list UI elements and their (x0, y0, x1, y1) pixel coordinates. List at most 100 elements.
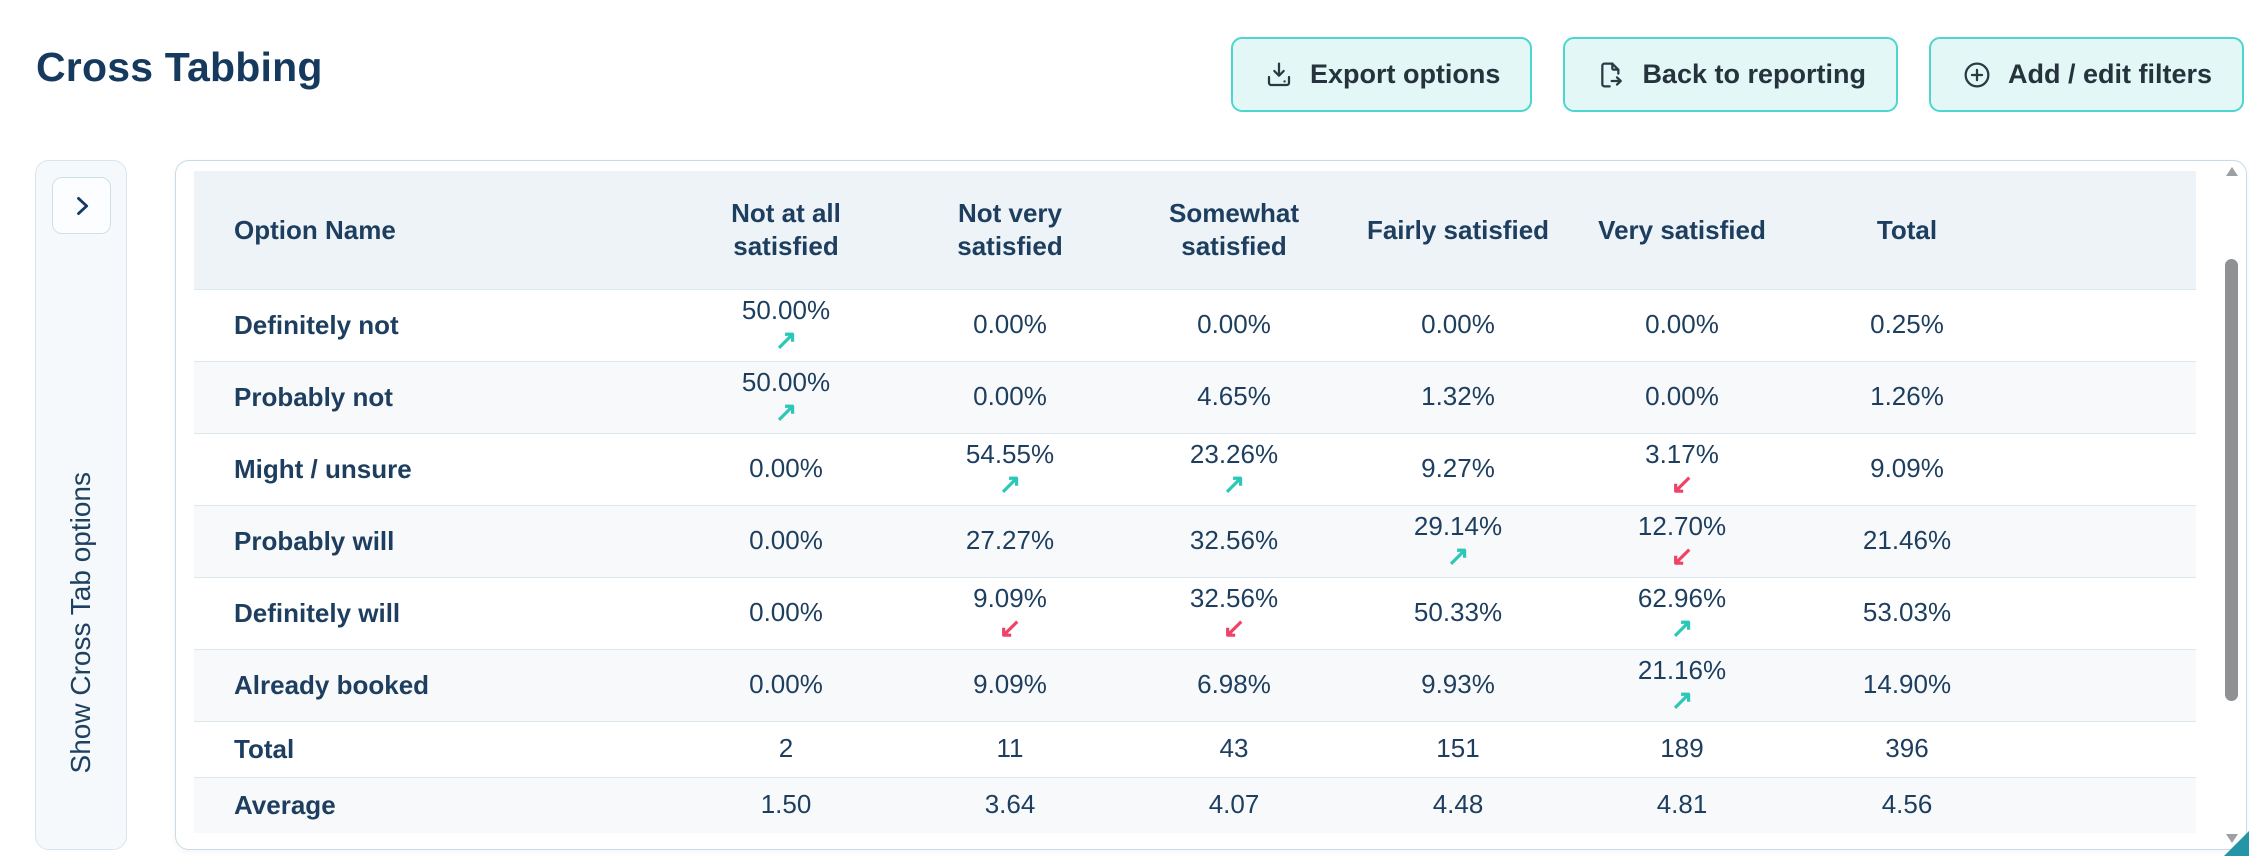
cell-value: 21.46% (1862, 525, 1952, 556)
cell: 0.00% (1346, 289, 1570, 361)
cell: 0.00% (898, 361, 1122, 433)
cell-value: 0.00% (1197, 309, 1271, 340)
cell-value: 9.09% (973, 583, 1047, 614)
cell: 0.00% (674, 649, 898, 721)
cell: 0.00% (674, 505, 898, 577)
cell-value: 4.48 (1432, 789, 1484, 820)
table-header-row: Option Name Not at all satisfied Not very … (194, 171, 2196, 289)
cell-value: 54.55% (965, 439, 1055, 470)
cell: 0.00% (1570, 361, 1794, 433)
trend-up-icon: ↗ (998, 468, 1022, 499)
column-header: Option Name (234, 214, 396, 245)
column-header: Not at all satisfied (731, 198, 841, 261)
cell-value: 21.16% (1637, 655, 1727, 686)
cell: 0.00% (1122, 289, 1346, 361)
row-label: Already booked (234, 669, 430, 700)
cell: 151 (1346, 721, 1570, 777)
trend-up-icon: ↗ (1670, 612, 1694, 643)
add-edit-filters-label: Add / edit filters (2007, 59, 2212, 89)
cell-value: 43 (1219, 733, 1249, 764)
page-title: Cross Tabbing (36, 44, 323, 90)
cell-value: 14.90% (1862, 669, 1952, 700)
export-options-button[interactable]: Export options (1230, 37, 1533, 112)
spacer-cell (2020, 433, 2196, 505)
cell: 29.14% ↗ (1346, 505, 1570, 577)
scrollbar-thumb[interactable] (2225, 259, 2238, 701)
row-label: Probably not (234, 381, 393, 412)
cell: 0.00% (1570, 289, 1794, 361)
column-header: Very satisfied (1598, 214, 1766, 245)
row-label: Probably will (234, 525, 395, 556)
back-to-reporting-label: Back to reporting (1642, 59, 1866, 89)
trend-down-icon: ↙ (1670, 468, 1694, 499)
cell-value: 50.00% (741, 367, 831, 398)
cell-value: 4.81 (1656, 789, 1708, 820)
cell-value: 27.27% (965, 525, 1055, 556)
cell-value: 0.00% (973, 381, 1047, 412)
cell-value: 32.56% (1189, 583, 1279, 614)
trend-up-icon: ↗ (1446, 540, 1470, 571)
cell: 0.00% (674, 433, 898, 505)
add-edit-filters-button[interactable]: Add / edit filters (1928, 37, 2244, 112)
cell-value: 1.32% (1421, 381, 1495, 412)
cell-value: 189 (1660, 733, 1704, 764)
cell-value: 4.07 (1208, 789, 1260, 820)
row-label: Total (234, 733, 295, 764)
back-to-reporting-button[interactable]: Back to reporting (1563, 37, 1898, 112)
trend-up-icon: ↗ (1222, 468, 1246, 499)
row-label: Might / unsure (234, 453, 412, 484)
cell: 50.00% ↗ (674, 289, 898, 361)
cell-value: 3.64 (984, 789, 1036, 820)
cell-value: 0.25% (1870, 309, 1944, 340)
trend-up-icon: ↗ (1670, 684, 1694, 715)
cell-value: 11 (996, 733, 1024, 764)
cell: 2 (674, 721, 898, 777)
cell: 23.26% ↗ (1122, 433, 1346, 505)
cell: 4.56 (1794, 777, 2020, 833)
cell: 4.48 (1346, 777, 1570, 833)
spacer-cell (2020, 289, 2196, 361)
cell-value: 9.93% (1421, 669, 1495, 700)
cell: 1.50 (674, 777, 898, 833)
cell: 3.64 (898, 777, 1122, 833)
expand-panel-button[interactable] (52, 177, 111, 234)
cross-tab-options-panel: Show Cross Tab options (35, 160, 127, 850)
cell: 4.65% (1122, 361, 1346, 433)
cell: 4.81 (1570, 777, 1794, 833)
table-row: Already booked 0.00% 9.09% 6.98% 9.93% 21.16%… (194, 649, 2196, 721)
spacer-cell (2020, 649, 2196, 721)
column-header: Somewhat satisfied (1168, 198, 1300, 261)
cross-tab-table: Option Name Not at all satisfied Not very … (194, 171, 2196, 833)
cell: 53.03% (1794, 577, 2020, 649)
document-arrow-icon (1595, 59, 1627, 91)
spacer-cell (2020, 577, 2196, 649)
cell: 9.09% ↙ (898, 577, 1122, 649)
table-row: Definitely will 0.00% 9.09% ↙ 32.56% ↙ 50.33% 6… (194, 577, 2196, 649)
scroll-up-icon[interactable] (2226, 167, 2238, 176)
toolbar: Export options Back to reporting Add / e… (1230, 37, 2244, 112)
vertical-scrollbar (2224, 163, 2240, 847)
trend-down-icon: ↙ (1670, 540, 1694, 571)
cell-value: 62.96% (1637, 583, 1727, 614)
cell: 9.27% (1346, 433, 1570, 505)
cell: 0.25% (1794, 289, 2020, 361)
cell-value: 3.17% (1645, 439, 1719, 470)
table-row: Might / unsure 0.00% 54.55% ↗ 23.26% ↗ 9.27% 3.… (194, 433, 2196, 505)
table-row: Probably not 50.00% ↗ 0.00% 4.65% 1.32% 0.00% 1… (194, 361, 2196, 433)
cell: 62.96% ↗ (1570, 577, 1794, 649)
row-label: Definitely will (234, 597, 401, 628)
cell: 14.90% (1794, 649, 2020, 721)
cell-value: 50.00% (741, 295, 831, 326)
table-row: Probably will 0.00% 27.27% 32.56% 29.14% ↗ 12.… (194, 505, 2196, 577)
cell: 50.33% (1346, 577, 1570, 649)
cell-value: 0.00% (1421, 309, 1495, 340)
cell: 21.46% (1794, 505, 2020, 577)
cell: 1.32% (1346, 361, 1570, 433)
plus-circle-icon (1961, 59, 1993, 91)
cell-value: 4.65% (1197, 381, 1271, 412)
cell: 9.93% (1346, 649, 1570, 721)
cell-value: 9.27% (1421, 453, 1495, 484)
cell-value: 6.98% (1197, 669, 1271, 700)
cell: 11 (898, 721, 1122, 777)
cell-value: 1.50 (760, 789, 812, 820)
